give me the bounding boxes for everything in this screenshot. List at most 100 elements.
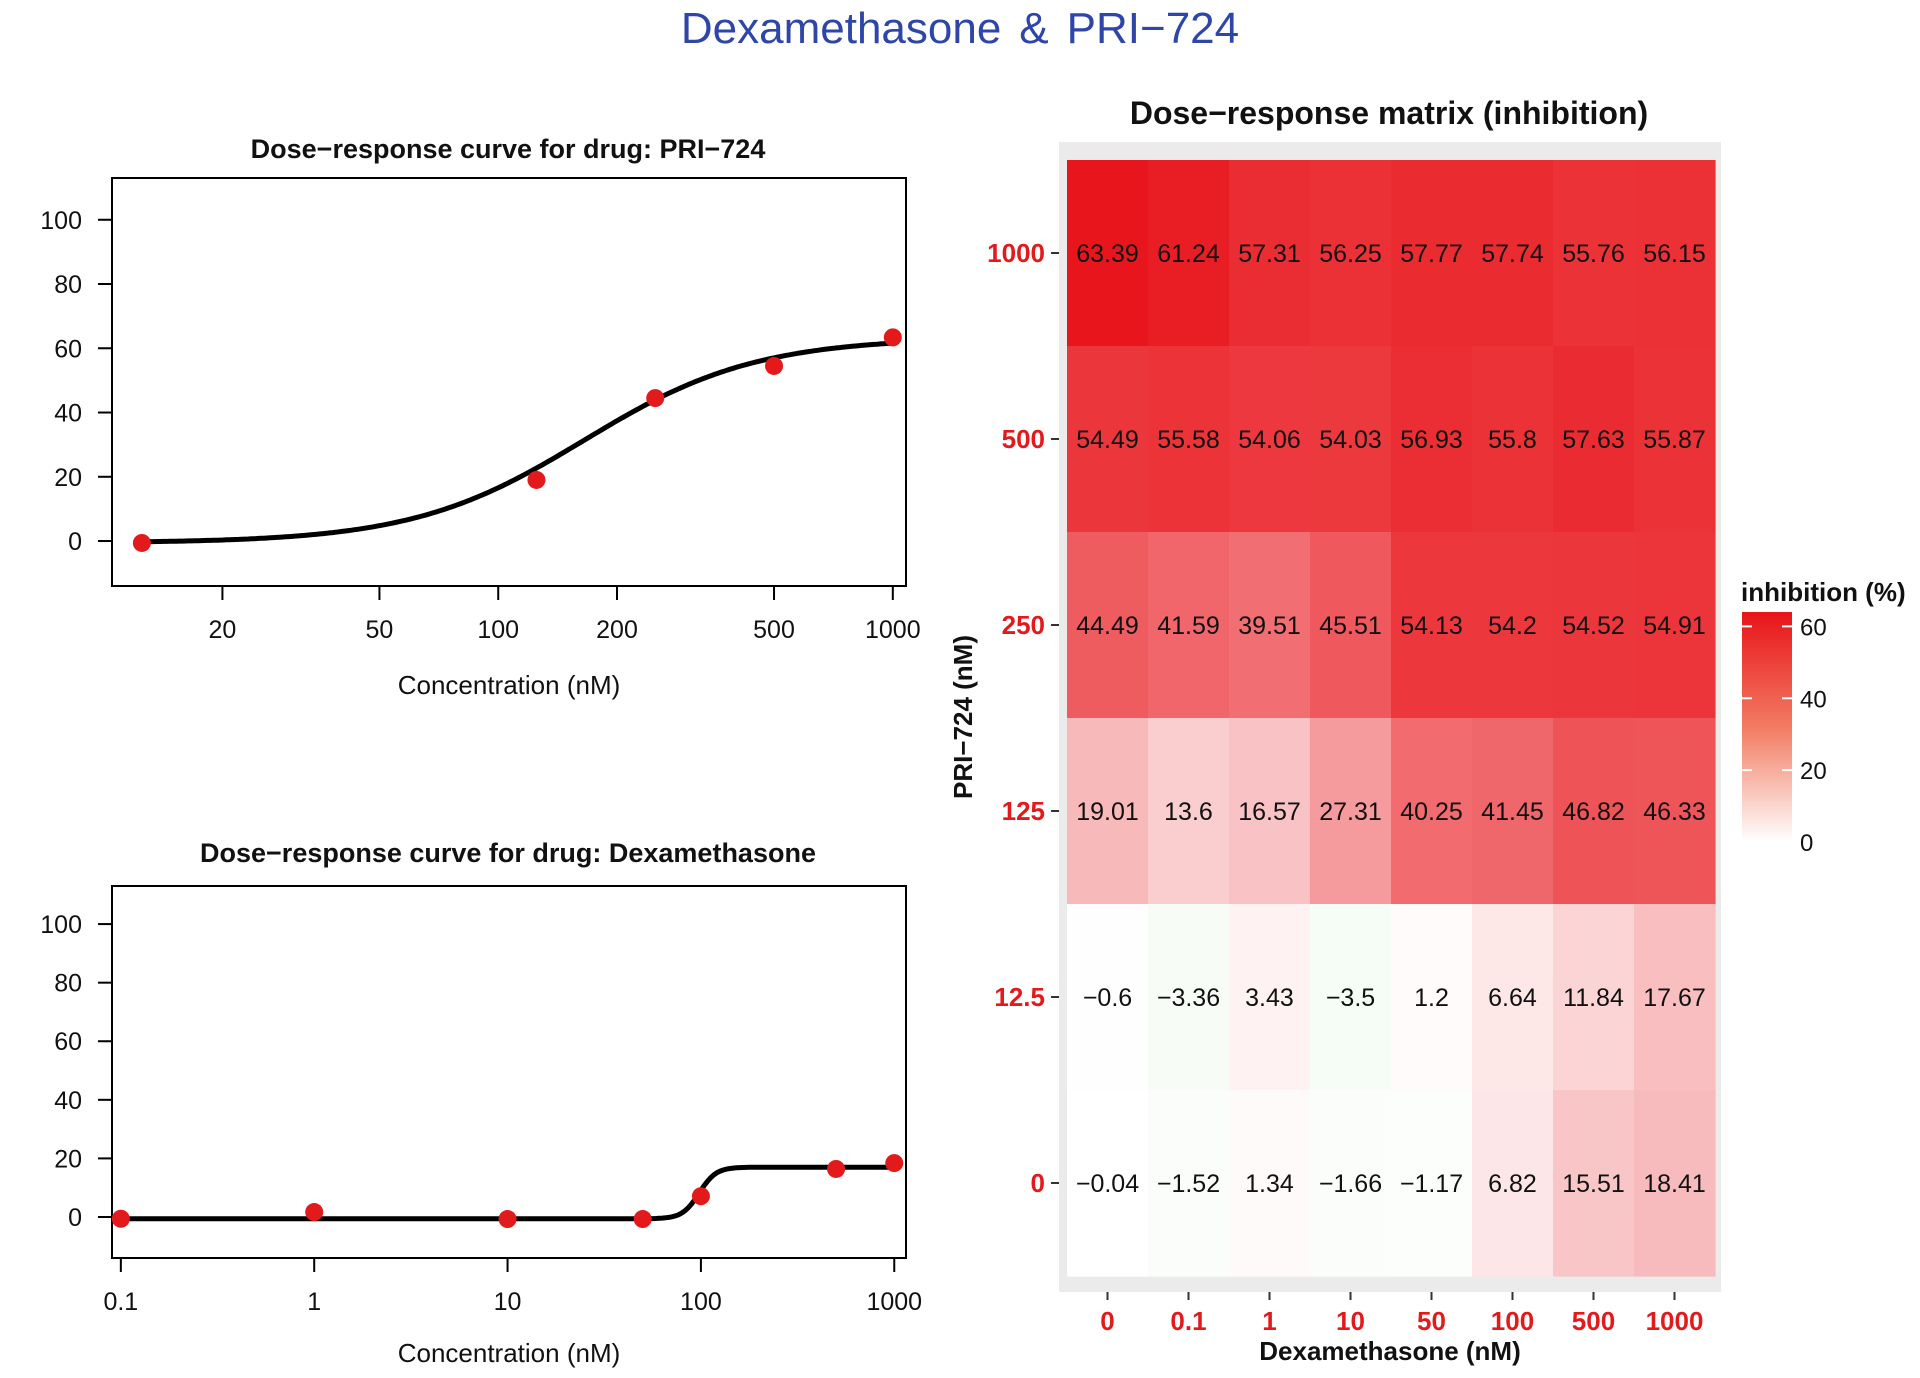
matrix-cell bbox=[1310, 718, 1392, 905]
dex-y-tick-label: 0 bbox=[68, 1204, 82, 1232]
matrix-cell-value: 41.59 bbox=[1157, 612, 1220, 640]
dex-data-point bbox=[827, 1159, 846, 1178]
matrix-cell-value: 54.06 bbox=[1238, 426, 1301, 454]
matrix-cell bbox=[1391, 346, 1473, 533]
matrix-y-tick-label: 500 bbox=[1002, 424, 1045, 454]
pri-x-tick-label: 20 bbox=[209, 616, 237, 644]
dex-data-point bbox=[885, 1154, 904, 1173]
dex-y-tick-label: 20 bbox=[54, 1145, 82, 1173]
legend-tick-label: 60 bbox=[1800, 614, 1827, 641]
matrix-x-tick-label: 100 bbox=[1491, 1306, 1534, 1336]
matrix-cell bbox=[1148, 1090, 1230, 1277]
pri-724-curve-title: Dose−response curve for drug: PRI−724 bbox=[251, 134, 766, 164]
dex-y-tick-label: 40 bbox=[54, 1087, 82, 1115]
matrix-cell-value: 1.2 bbox=[1414, 984, 1449, 1012]
dex-x-tick-label: 10 bbox=[494, 1288, 522, 1316]
main-title-right: PRI−724 bbox=[1066, 4, 1240, 53]
matrix-cell bbox=[1391, 160, 1473, 347]
pri-data-point bbox=[132, 533, 151, 552]
matrix-cell-value: 55.8 bbox=[1488, 426, 1537, 454]
matrix-cell-value: 17.67 bbox=[1643, 984, 1706, 1012]
matrix-cell-value: 16.57 bbox=[1238, 798, 1301, 826]
matrix-y-tick-label: 125 bbox=[1002, 796, 1045, 826]
dex-x-tick-label: 0.1 bbox=[103, 1288, 138, 1316]
matrix-cell-value: −1.66 bbox=[1319, 1170, 1382, 1198]
matrix-cell-value: 6.82 bbox=[1488, 1170, 1537, 1198]
matrix-cell bbox=[1634, 1090, 1716, 1277]
pri-x-tick-label: 1000 bbox=[865, 616, 921, 644]
pri-y-tick-label: 100 bbox=[40, 207, 82, 235]
main-title-amp: & bbox=[1019, 4, 1049, 53]
matrix-cell bbox=[1472, 346, 1554, 533]
pri-y-tick-label: 60 bbox=[54, 335, 82, 363]
matrix-cell-value: 46.33 bbox=[1643, 798, 1706, 826]
matrix-cell bbox=[1553, 718, 1635, 905]
matrix-cell bbox=[1472, 532, 1554, 719]
matrix-cell-value: 55.87 bbox=[1643, 426, 1706, 454]
matrix-cell-value: 15.51 bbox=[1562, 1170, 1625, 1198]
pri-y-tick-label: 0 bbox=[68, 528, 82, 556]
legend-tick-label: 40 bbox=[1800, 686, 1827, 713]
matrix-cell-value: 19.01 bbox=[1076, 798, 1139, 826]
matrix-cell-value: 57.74 bbox=[1481, 240, 1544, 268]
matrix-x-tick-label: 0 bbox=[1100, 1306, 1114, 1336]
legend-title: inhibition (%) bbox=[1741, 577, 1906, 607]
dex-x-tick-label: 100 bbox=[680, 1288, 722, 1316]
matrix-cell-value: −3.36 bbox=[1157, 984, 1220, 1012]
matrix-cell-value: 54.2 bbox=[1488, 612, 1537, 640]
legend-tick-label: 20 bbox=[1800, 758, 1827, 785]
matrix-cell-value: 55.76 bbox=[1562, 240, 1625, 268]
matrix-cell-value: 1.34 bbox=[1245, 1170, 1294, 1198]
matrix-y-axis-label: PRI−724 (nM) bbox=[948, 635, 978, 799]
matrix-cell-value: 18.41 bbox=[1643, 1170, 1706, 1198]
dexamethasone-x-axis-label: Concentration (nM) bbox=[398, 1338, 621, 1368]
pri-724-curve-panel: Dose−response curve for drug: PRI−724 0 2… bbox=[40, 134, 920, 700]
matrix-cell bbox=[1472, 904, 1554, 1091]
matrix-cell bbox=[1553, 160, 1635, 347]
matrix-title: Dose−response matrix (inhibition) bbox=[1130, 95, 1648, 131]
dex-y-tick-label: 60 bbox=[54, 1028, 82, 1056]
pri-724-x-axis-label: Concentration (nM) bbox=[398, 670, 621, 700]
dexamethasone-curve-panel: Dose−response curve for drug: Dexamethas… bbox=[40, 838, 922, 1368]
dex-data-point bbox=[498, 1210, 517, 1229]
dexamethasone-curve-title: Dose−response curve for drug: Dexamethas… bbox=[200, 838, 816, 868]
matrix-cell-value: 57.77 bbox=[1400, 240, 1463, 268]
matrix-cell-value: 11.84 bbox=[1563, 984, 1624, 1012]
matrix-cell bbox=[1148, 160, 1230, 347]
matrix-cell bbox=[1067, 160, 1149, 347]
matrix-cell bbox=[1310, 346, 1392, 533]
matrix-cell-value: −1.52 bbox=[1157, 1170, 1220, 1198]
pri-y-tick-label: 40 bbox=[54, 400, 82, 428]
matrix-cell-value: 41.45 bbox=[1481, 798, 1544, 826]
matrix-cell-value: 54.91 bbox=[1643, 612, 1706, 640]
matrix-cell bbox=[1553, 532, 1635, 719]
matrix-cell bbox=[1229, 160, 1311, 347]
matrix-cell bbox=[1148, 904, 1230, 1091]
matrix-cell-value: 56.25 bbox=[1319, 240, 1382, 268]
matrix-cell bbox=[1391, 718, 1473, 905]
matrix-cell bbox=[1634, 532, 1716, 719]
matrix-cell bbox=[1310, 160, 1392, 347]
matrix-cell bbox=[1229, 904, 1311, 1091]
pri-x-tick-label: 500 bbox=[753, 616, 795, 644]
matrix-x-tick-label: 50 bbox=[1417, 1306, 1446, 1336]
dex-data-point bbox=[111, 1209, 130, 1228]
matrix-cell-value: 27.31 bbox=[1319, 798, 1382, 826]
dex-data-point bbox=[305, 1203, 324, 1222]
matrix-cell bbox=[1391, 532, 1473, 719]
matrix-x-tick-label: 10 bbox=[1336, 1306, 1365, 1336]
matrix-cell bbox=[1472, 1090, 1554, 1277]
dose-response-matrix-panel: Dose−response matrix (inhibition) 63.39 6… bbox=[948, 95, 1906, 1366]
matrix-cell bbox=[1148, 346, 1230, 533]
matrix-cell-value: 3.43 bbox=[1245, 984, 1294, 1012]
main-title: Dexamethasone & PRI−724 bbox=[0, 4, 1920, 54]
matrix-cell-value: 55.58 bbox=[1157, 426, 1220, 454]
matrix-cell bbox=[1472, 160, 1554, 347]
matrix-cell bbox=[1634, 718, 1716, 905]
matrix-cell-value: 57.31 bbox=[1238, 240, 1301, 268]
dex-x-tick-label: 1000 bbox=[866, 1288, 922, 1316]
matrix-cell-value: 57.63 bbox=[1562, 426, 1625, 454]
matrix-cell bbox=[1310, 532, 1392, 719]
matrix-cell bbox=[1229, 1090, 1311, 1277]
matrix-cell-value: 56.93 bbox=[1400, 426, 1463, 454]
